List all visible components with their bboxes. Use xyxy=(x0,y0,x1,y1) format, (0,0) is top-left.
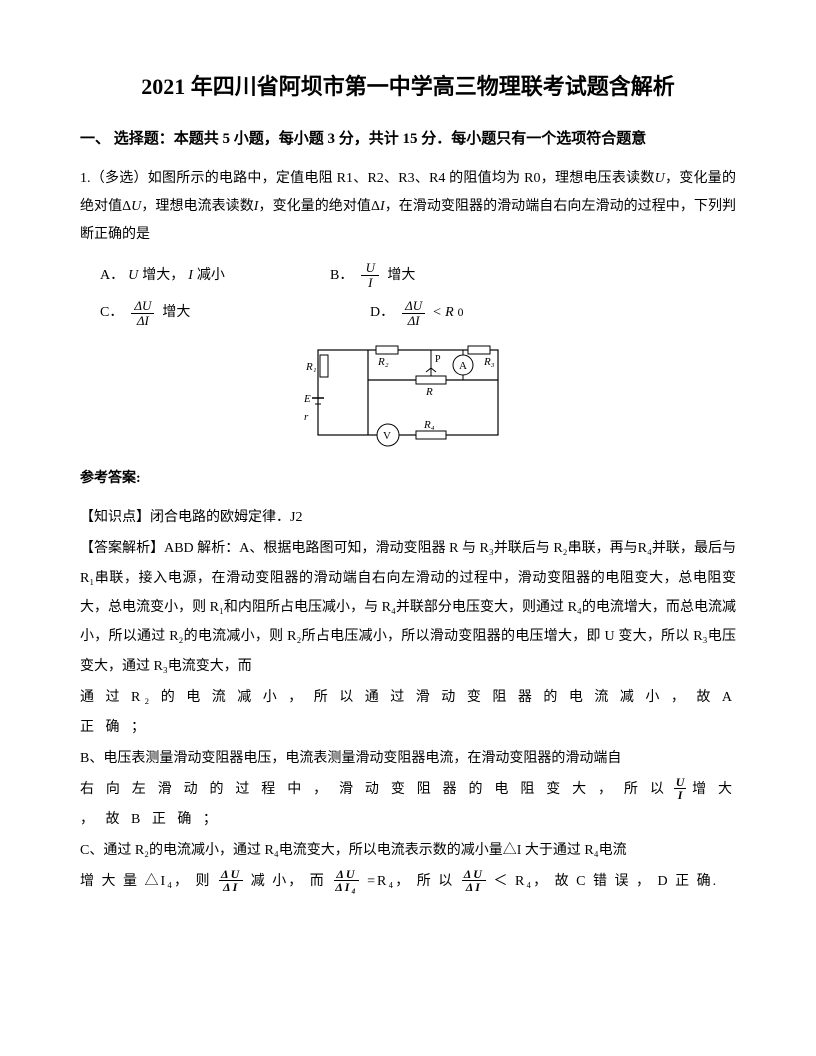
option-b: B． UI 增大 xyxy=(310,261,415,291)
knowledge-point: 【知识点】闭合电路的欧姆定律．J2 xyxy=(80,503,736,532)
question-1-text: 1.（多选）如图所示的电路中，定值电阻 R1、R2、R3、R4 的阻值均为 R0… xyxy=(80,165,736,249)
options-row-1: A．U 增大，I 减小 B． UI 增大 xyxy=(80,261,736,291)
analysis-p5: C、通过 R₂的电流减小，通过 R₄电流变大，所以电流表示数的减小量△I 大于通… xyxy=(80,836,736,865)
options-row-2: C． ΔUΔI 增大 D． ΔUΔI <R0 xyxy=(80,299,736,329)
option-c: C． ΔUΔI 增大 xyxy=(80,299,320,329)
analysis-p4: 右 向 左 滑 动 的 过 程 中 ， 滑 动 变 阻 器 的 电 阻 变 大 … xyxy=(80,775,736,834)
analysis-block: 【知识点】闭合电路的欧姆定律．J2 【答案解析】ABD 解析：A、根据电路图可知… xyxy=(80,503,736,897)
analysis-p1: 【答案解析】ABD 解析：A、根据电路图可知，滑动变阻器 R 与 R₃并联后与 … xyxy=(80,534,736,681)
section-header: 一、 选择题：本题共 5 小题，每小题 3 分，共计 15 分．每小题只有一个选… xyxy=(80,127,736,151)
svg-text:R: R xyxy=(425,386,433,398)
svg-text:R₃: R₃ xyxy=(483,356,495,368)
answer-label: 参考答案: xyxy=(80,466,736,493)
svg-text:V: V xyxy=(383,430,391,442)
svg-text:E: E xyxy=(303,393,311,405)
analysis-p3: B、电压表测量滑动变阻器电压，电流表测量滑动变阻器电流，在滑动变阻器的滑动端自 xyxy=(80,744,736,773)
svg-text:R₁: R₁ xyxy=(305,361,317,373)
svg-text:R₄: R₄ xyxy=(423,419,435,431)
svg-text:A: A xyxy=(459,360,467,372)
option-a: A．U 增大，I 减小 xyxy=(80,263,310,290)
analysis-p2: 通 过 R₂ 的 电 流 减 小 ， 所 以 通 过 滑 动 变 阻 器 的 电… xyxy=(80,683,736,742)
document-title: 2021 年四川省阿坝市第一中学高三物理联考试题含解析 xyxy=(80,70,736,103)
circuit-diagram: R₁ E r R₂ P R R₃ A R₄ V xyxy=(298,340,518,450)
analysis-p6: 增 大 量 △I₄， 则 ΔUΔI 减 小， 而 ΔUΔI₄ =R₄， 所 以 … xyxy=(80,867,736,896)
svg-text:R₂: R₂ xyxy=(377,356,389,368)
svg-text:r: r xyxy=(304,411,309,423)
svg-text:P: P xyxy=(435,354,441,365)
option-d: D． ΔUΔI <R0 xyxy=(320,299,463,329)
